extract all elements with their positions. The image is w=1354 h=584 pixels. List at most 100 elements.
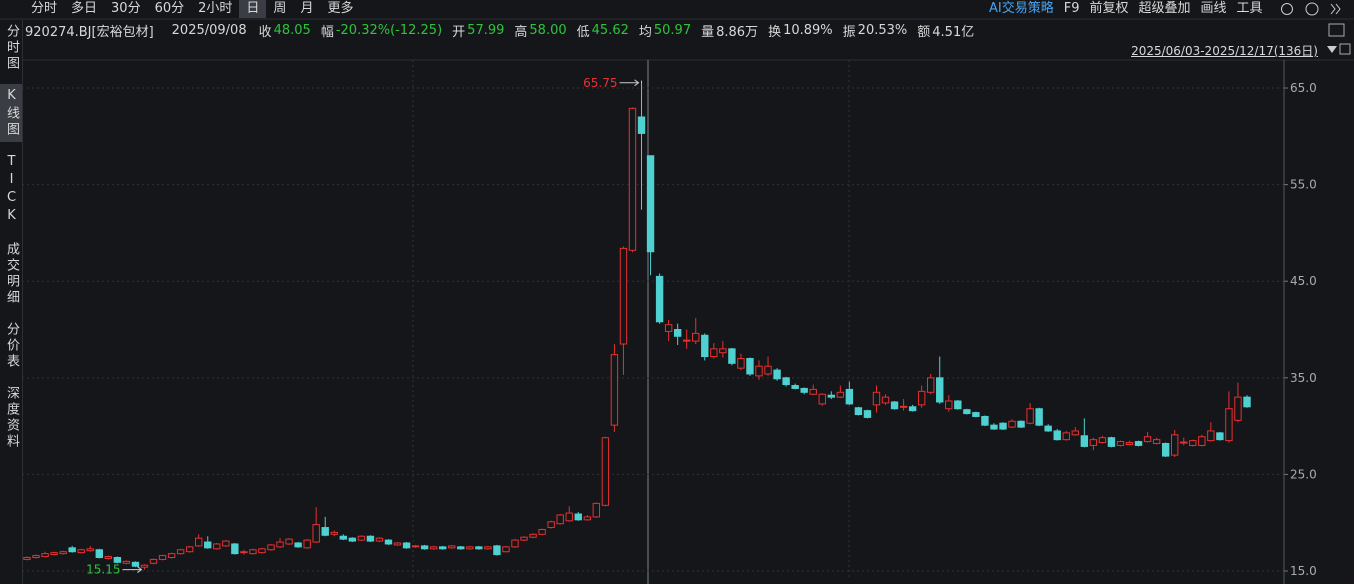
side-tab[interactable]: TICK — [4, 154, 19, 226]
candle-body — [484, 546, 492, 550]
period-button[interactable]: 周 — [273, 1, 287, 16]
candle-body — [411, 545, 420, 548]
period-button[interactable]: 月 — [300, 1, 314, 16]
candle-body — [402, 542, 411, 549]
field-value: -20.32%(-12.25) — [335, 22, 443, 38]
candle-body — [113, 556, 122, 563]
period-button[interactable]: 30分 — [111, 1, 141, 16]
candle-body — [1044, 425, 1052, 432]
candle-body — [204, 541, 212, 549]
period-button[interactable]: 更多 — [327, 1, 354, 16]
candle-body — [420, 545, 429, 550]
candle-body — [1026, 408, 1034, 424]
period-button[interactable]: 60分 — [154, 1, 185, 16]
tool-button[interactable]: 工具 — [1236, 1, 1263, 16]
candle-body — [1107, 437, 1116, 447]
candle-body — [963, 409, 971, 415]
annotation-label: 65.75 — [583, 76, 617, 90]
period-button[interactable]: 日 — [239, 0, 267, 18]
candle-body — [86, 548, 94, 552]
candle-body — [692, 332, 700, 342]
candle-body — [809, 388, 817, 395]
period-button[interactable]: 分时 — [31, 1, 58, 16]
help-icon[interactable] — [1305, 2, 1319, 16]
candle-body — [1035, 408, 1043, 426]
candle-body — [755, 365, 763, 377]
tool-button[interactable]: AI交易策略 — [989, 1, 1054, 16]
info-bar: 920274.BJ[宏裕包材] 2025/09/08 收 48.05 幅 -20.32… — [25, 20, 984, 40]
field-label: 量 — [701, 24, 715, 40]
side-tab[interactable]: K线图 — [0, 84, 22, 142]
candle-body — [719, 348, 727, 354]
candle-body — [927, 377, 935, 393]
field-label: 开 — [452, 24, 466, 40]
candle-body — [881, 396, 890, 404]
date-range[interactable]: 2025/06/03-2025/12/17(136日) — [1131, 44, 1318, 58]
period-button[interactable]: 多日 — [71, 1, 98, 16]
y-tick-label: 15.0 — [1290, 564, 1317, 578]
field-value: 10.89% — [783, 22, 833, 38]
field-label: 幅 — [320, 24, 334, 40]
candle-body — [285, 538, 293, 545]
field-label: 均 — [638, 24, 652, 40]
side-tabs: 分时图 K线图 TICK 成交明细分价表深度资料 — [0, 20, 23, 584]
tool-button[interactable]: 前复权 — [1089, 1, 1129, 16]
range-dropdown[interactable] — [1327, 46, 1337, 53]
candle-body — [908, 406, 917, 412]
wp-icon[interactable] — [1328, 23, 1345, 37]
candle-body — [475, 546, 483, 550]
candle-body — [737, 357, 745, 369]
candle-body — [312, 524, 320, 543]
candle-body — [357, 535, 366, 541]
expand-icon[interactable] — [1330, 3, 1341, 15]
side-tab[interactable]: 深度资料 — [4, 386, 19, 450]
candle-body — [330, 531, 338, 535]
candle-body — [800, 387, 808, 393]
candle-body — [511, 539, 519, 548]
side-tab[interactable]: 成交明细 — [4, 242, 19, 306]
candle-body — [936, 377, 944, 403]
candle-body — [1134, 441, 1143, 446]
candle-body — [1234, 396, 1242, 421]
candle-body — [619, 247, 628, 345]
side-tab[interactable]: 分价表 — [4, 322, 19, 370]
candle-body — [231, 543, 239, 555]
tool-button[interactable]: 画线 — [1200, 1, 1227, 16]
y-tick-label: 25.0 — [1290, 467, 1317, 481]
candle-body — [448, 545, 456, 549]
candle-body — [917, 390, 926, 406]
candle-body — [728, 348, 736, 364]
candle-body — [1243, 396, 1251, 408]
candle-body — [50, 552, 58, 556]
candle-body — [167, 553, 176, 558]
candle-body — [1207, 430, 1215, 442]
candle-body — [185, 546, 194, 553]
field-label: 振 — [842, 24, 856, 40]
candle-body — [827, 394, 835, 398]
candle-body — [764, 365, 772, 375]
candle-body — [321, 527, 329, 536]
candle-body — [1152, 439, 1161, 445]
candle-body — [1180, 441, 1188, 444]
annotation-arrow — [619, 79, 640, 87]
candle-body — [547, 521, 555, 529]
side-tab[interactable]: 分时图 — [4, 24, 19, 72]
candle-body — [276, 541, 284, 548]
candle-body — [213, 543, 221, 550]
tool-button[interactable]: 超级叠加 — [1138, 1, 1191, 16]
candle-body — [655, 275, 664, 323]
field-value: 48.05 — [273, 22, 311, 38]
candle-body — [1017, 420, 1025, 428]
candle-body — [1189, 440, 1197, 446]
period-bar: 分时 多日 30分 60分 2小时日周月更多 — [24, 0, 360, 18]
candle-body — [782, 377, 790, 386]
tool-button[interactable]: F9 — [1063, 1, 1080, 16]
period-button[interactable]: 2小时 — [198, 1, 233, 16]
settings-icon[interactable] — [1281, 3, 1293, 15]
candle-body — [574, 513, 582, 521]
candle-body — [845, 388, 854, 405]
field-label: 换 — [768, 24, 782, 40]
range-icon[interactable] — [1339, 43, 1351, 55]
candle-body — [267, 544, 275, 551]
candle-body — [990, 424, 998, 430]
